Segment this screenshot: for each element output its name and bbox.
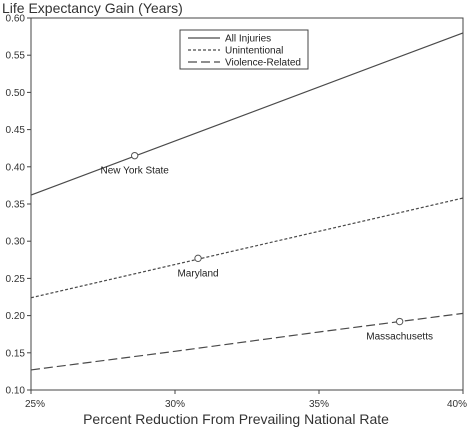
legend-label: Violence-Related [225, 58, 301, 69]
annotation-label: Massachusetts [366, 332, 433, 343]
x-tick-label: 25% [25, 399, 45, 410]
x-axis-title: Percent Reduction From Prevailing Nation… [83, 411, 389, 427]
y-axis-title: Life Expectancy Gain (Years) [2, 0, 183, 16]
x-tick-label: 35% [309, 399, 329, 410]
series-lines [30, 32, 464, 371]
y-tick-label: 0.15 [6, 348, 26, 359]
legend-label: All Injuries [225, 34, 271, 45]
annotation-marker [395, 317, 404, 326]
y-tick-label: 0.25 [6, 274, 26, 285]
series-line-unintentional [30, 197, 464, 299]
series-line-violence-related [30, 312, 464, 371]
legend: All InjuriesUnintentionalViolence-Relate… [179, 29, 309, 70]
y-tick-label: 0.30 [6, 237, 26, 248]
x-axis: 25% 30% 35% 40% [25, 390, 467, 410]
annotation-label: Maryland [177, 268, 218, 279]
y-tick-label: 0.20 [6, 311, 26, 322]
y-tick-label: 0.60 [6, 14, 26, 25]
y-tick-label: 0.40 [6, 162, 26, 173]
x-tick-label: 40% [447, 399, 467, 410]
y-tick-label: 0.35 [6, 200, 26, 211]
annotation-marker [130, 151, 139, 160]
y-tick-label: 0.50 [6, 88, 26, 99]
legend-label: Unintentional [225, 46, 283, 57]
y-tick-label: 0.10 [6, 386, 26, 397]
y-axis: 0.10 0.15 0.20 0.25 0.30 0.35 0.40 0.45 0.50 0.55… [6, 14, 31, 397]
annotation-marker [194, 254, 202, 263]
y-tick-label: 0.55 [6, 51, 26, 62]
series-line-all-injuries [30, 32, 464, 196]
y-tick-label: 0.45 [6, 125, 26, 136]
annotation-label: New York State [100, 166, 169, 177]
annotations: New York State Maryland Massachusetts [100, 151, 433, 343]
x-tick-label: 30% [165, 399, 185, 410]
